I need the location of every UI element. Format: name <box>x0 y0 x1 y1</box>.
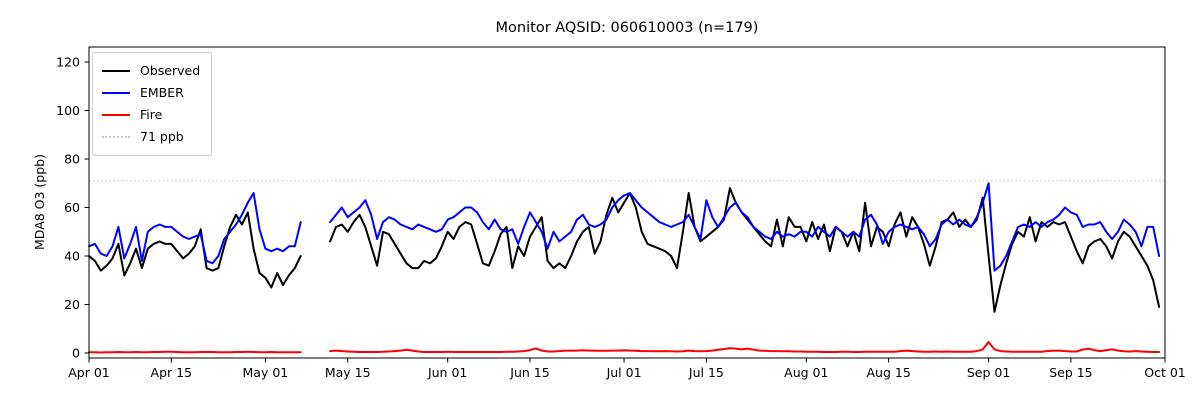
plot-border <box>88 46 1166 359</box>
observed-line <box>329 187 1161 313</box>
y-tick-label: 60 <box>64 200 80 215</box>
y-tick-label: 0 <box>72 346 80 361</box>
x-tick-label: Sep 01 <box>967 365 1010 380</box>
x-tick-label: Aug 01 <box>784 365 828 380</box>
y-tick-label: 40 <box>64 249 80 264</box>
x-tick-label: Sep 15 <box>1049 365 1092 380</box>
x-tick-label: Apr 15 <box>151 365 193 380</box>
y-tick-label: 120 <box>56 55 80 70</box>
x-tick-label: May 01 <box>243 365 289 380</box>
legend-line-threshold <box>102 136 130 138</box>
legend-label-threshold: 71 ppb <box>140 129 184 144</box>
legend-item-observed: Observed <box>102 60 200 82</box>
y-tick-label: 20 <box>64 297 80 312</box>
ember-line <box>329 182 1161 272</box>
observed-line <box>88 211 302 289</box>
legend-item-ember: EMBER <box>102 82 200 104</box>
ember-line <box>88 192 302 265</box>
x-tick-label: May 15 <box>325 365 371 380</box>
legend-label-ember: EMBER <box>140 85 184 100</box>
chart-title: Monitor AQSID: 060610003 (n=179) <box>495 20 759 36</box>
y-axis-label: MDA8 O3 (ppb) <box>32 154 47 250</box>
legend-line-ember <box>102 92 130 94</box>
x-tick-label: Apr 01 <box>68 365 110 380</box>
y-tick-label: 100 <box>56 103 80 118</box>
legend: Observed EMBER Fire 71 ppb <box>92 52 213 156</box>
y-tick-label: 80 <box>64 152 80 167</box>
fire-line <box>329 341 1161 353</box>
legend-item-threshold: 71 ppb <box>102 126 200 148</box>
legend-label-fire: Fire <box>140 107 163 122</box>
legend-line-fire <box>102 114 130 116</box>
x-tick-label: Jul 15 <box>688 365 724 380</box>
x-tick-label: Aug 15 <box>867 365 911 380</box>
x-tick-label: Jul 01 <box>606 365 642 380</box>
legend-item-fire: Fire <box>102 104 200 126</box>
fire-line <box>88 350 302 354</box>
legend-label-observed: Observed <box>140 63 201 78</box>
x-tick-label: Oct 01 <box>1144 365 1186 380</box>
legend-line-observed <box>102 70 130 72</box>
x-tick-label: Jun 15 <box>509 365 549 380</box>
x-tick-label: Jun 01 <box>427 365 467 380</box>
